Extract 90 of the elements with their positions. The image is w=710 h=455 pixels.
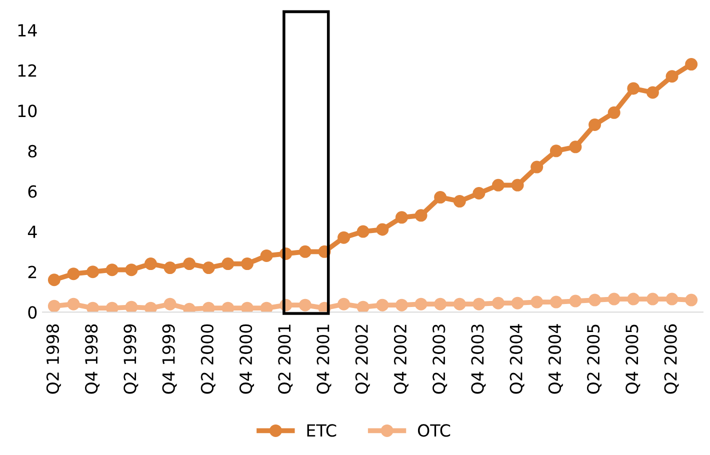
x-tick-label: Q2 2004 (510, 324, 524, 394)
point (125, 264, 138, 276)
x-tick-label: Q4 2003 (471, 324, 486, 394)
x-tick-label: Q4 2005 (626, 324, 640, 394)
point (472, 298, 486, 310)
legend-label: OTC (418, 424, 450, 437)
y-tick-label: 0 (28, 306, 37, 319)
point (376, 223, 389, 236)
point (646, 292, 659, 306)
x-tick-label: Q2 2002 (355, 324, 370, 394)
point (67, 298, 80, 310)
point (106, 302, 118, 312)
x-tick-label: Q4 1998 (85, 324, 100, 394)
point (356, 225, 370, 238)
x-tick-label: Q2 2006 (664, 324, 679, 394)
point (48, 300, 60, 312)
point (298, 245, 312, 258)
point (414, 298, 428, 310)
point (144, 258, 157, 270)
point (260, 302, 273, 312)
point (492, 178, 504, 192)
point (453, 195, 466, 208)
point (434, 191, 447, 204)
x-tick-label: Q2 1998 (46, 324, 61, 394)
point (569, 294, 582, 308)
point (395, 298, 408, 312)
point (472, 186, 486, 200)
point (453, 298, 466, 310)
x-tick-label: Q4 2002 (394, 324, 408, 394)
point (222, 302, 234, 312)
point (511, 296, 524, 310)
point (569, 140, 582, 154)
point (202, 262, 215, 274)
point (241, 258, 254, 270)
x-tick-label: Q2 2005 (587, 324, 602, 394)
y-tick-label: 2 (28, 266, 36, 278)
point (395, 211, 408, 224)
x-tick-label: Q4 2000 (239, 324, 254, 394)
x-tick-label: Q2 2001 (278, 324, 293, 394)
point (86, 266, 100, 278)
point (67, 268, 80, 280)
point (434, 298, 447, 310)
point (298, 298, 312, 312)
point (685, 294, 698, 306)
y-tick-label: 4 (28, 226, 37, 238)
point (608, 106, 620, 119)
point (260, 249, 273, 262)
point (86, 302, 100, 312)
point (106, 264, 118, 276)
legend-label: ETC (307, 424, 336, 437)
x-tick-label: Q2 2003 (432, 324, 448, 394)
point (164, 262, 176, 274)
point (666, 292, 678, 306)
point (588, 294, 602, 306)
point (685, 58, 698, 71)
x-tick-label: Q4 2001 (316, 324, 332, 394)
point (376, 298, 389, 312)
point (588, 118, 602, 131)
y-tick-label: 12 (18, 64, 36, 77)
point (125, 300, 138, 312)
point (492, 296, 504, 310)
x-tick-label: Q4 2004 (548, 324, 563, 394)
point (550, 296, 562, 308)
point (550, 144, 562, 158)
point (414, 209, 428, 222)
point (144, 302, 157, 312)
y-tick-label: 10 (18, 104, 37, 118)
point (608, 292, 620, 306)
y-tick-label: 6 (28, 185, 37, 198)
point (627, 292, 640, 306)
point (183, 258, 196, 270)
point (202, 302, 215, 312)
point (338, 298, 350, 310)
point (627, 82, 640, 95)
point (241, 302, 254, 312)
point (646, 86, 659, 99)
point (666, 70, 678, 83)
point (530, 160, 544, 174)
x-tick-label: Q4 1999 (162, 324, 177, 394)
y-tick-label: 14 (18, 24, 37, 36)
x-tick-label: Q2 2000 (200, 324, 216, 394)
point (356, 300, 370, 312)
point (48, 274, 60, 286)
point (530, 296, 544, 308)
y-tick-label: 8 (28, 144, 37, 158)
point (222, 258, 234, 270)
point (511, 178, 524, 192)
x-tick-label: Q2 1999 (124, 324, 138, 394)
point (338, 231, 350, 244)
point (164, 298, 176, 310)
